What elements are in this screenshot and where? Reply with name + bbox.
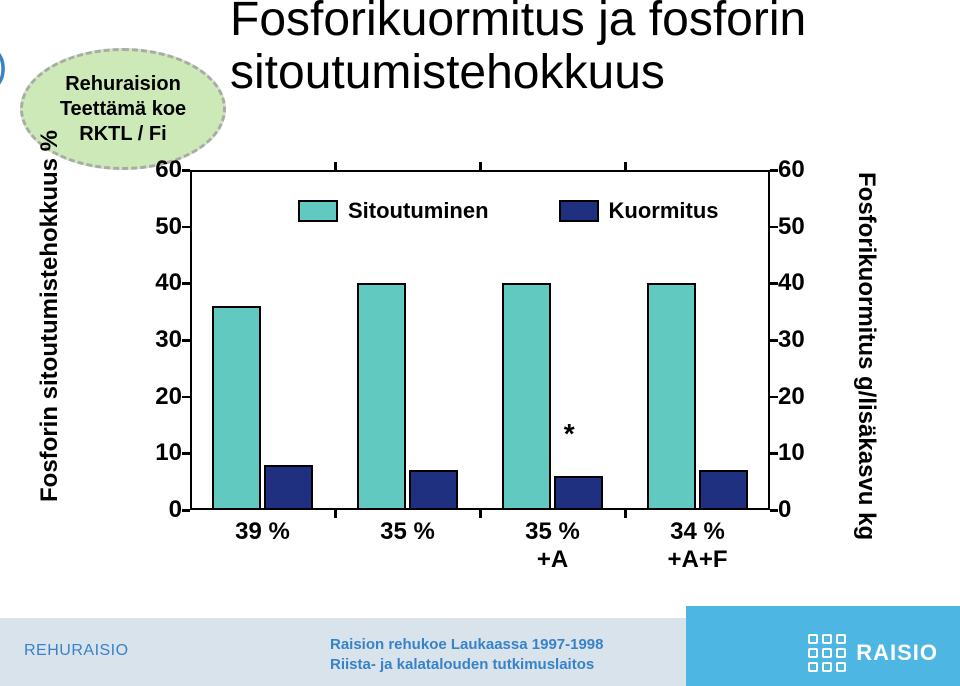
- y-axis-right-title: Fosforikuormitus g/lisäkasvu kg: [852, 172, 880, 512]
- raisio-logo-icon: [808, 634, 846, 672]
- legend-swatch-sitoutuminen: [298, 200, 338, 222]
- y-right-tick-label: 20: [778, 383, 805, 411]
- legend: Sitoutuminen Kuormitus: [298, 198, 719, 224]
- footer-caption: Raision rehukoe Laukaassa 1997-1998 Riis…: [330, 635, 690, 674]
- y-right-tick-label: 60: [778, 156, 805, 184]
- bar-sitoutuminen: [212, 306, 261, 510]
- legend-swatch-kuormitus: [559, 200, 599, 222]
- y-right-tick-label: 50: [778, 213, 805, 241]
- legend-label-kuormitus: Kuormitus: [609, 198, 719, 224]
- chart-plot-area: Sitoutuminen Kuormitus 01020304050600102…: [190, 170, 770, 510]
- significance-asterisk: *: [564, 418, 575, 450]
- bar-kuormitus: [699, 470, 748, 510]
- x-category-label: 34 %+A+F: [625, 518, 770, 574]
- y-left-tick-label: 60: [155, 156, 182, 184]
- experiment-badge-text: RehuraisionTeettämä koeRKTL / Fi: [60, 72, 186, 147]
- x-category-label: 35 %: [335, 518, 480, 546]
- y-axis-left-title: Fosforin sitoutumistehokkuus %: [36, 182, 64, 502]
- y-right-tick-label: 10: [778, 439, 805, 467]
- legend-item-kuormitus: Kuormitus: [559, 198, 719, 224]
- y-left-tick-label: 40: [155, 269, 182, 297]
- bar-kuormitus: [409, 470, 458, 510]
- x-category-label: 35 %+A: [480, 518, 625, 574]
- raisio-logo: RAISIO: [808, 634, 938, 672]
- chart-title: Fosforikuormitus ja fosforin sitoutumist…: [230, 0, 920, 100]
- bar-kuormitus: [554, 476, 603, 510]
- stray-paren: ): [0, 44, 7, 89]
- footer: REHURAISIO Raision rehukoe Laukaassa 199…: [0, 610, 960, 686]
- legend-item-sitoutuminen: Sitoutuminen: [298, 198, 489, 224]
- y-left-tick-label: 0: [169, 496, 182, 524]
- bar-sitoutuminen: [357, 283, 406, 510]
- raisio-wordmark: RAISIO: [856, 640, 938, 666]
- legend-label-sitoutuminen: Sitoutuminen: [348, 198, 489, 224]
- y-left-tick-label: 10: [155, 439, 182, 467]
- x-category-label: 39 %: [190, 518, 335, 546]
- bar-kuormitus: [264, 465, 313, 510]
- bar-sitoutuminen: [502, 283, 551, 510]
- bar-sitoutuminen: [647, 283, 696, 510]
- y-left-tick-label: 30: [155, 326, 182, 354]
- y-right-tick-label: 40: [778, 269, 805, 297]
- y-right-tick-label: 30: [778, 326, 805, 354]
- footer-brand-rehuraisio: REHURAISIO: [24, 642, 129, 660]
- footer-caption-line1: Raision rehukoe Laukaassa 1997-1998: [330, 636, 604, 653]
- y-left-tick-label: 20: [155, 383, 182, 411]
- y-right-tick-label: 0: [778, 496, 791, 524]
- footer-caption-line2: Riista- ja kalatalouden tutkimuslaitos: [330, 656, 594, 673]
- y-left-tick-label: 50: [155, 213, 182, 241]
